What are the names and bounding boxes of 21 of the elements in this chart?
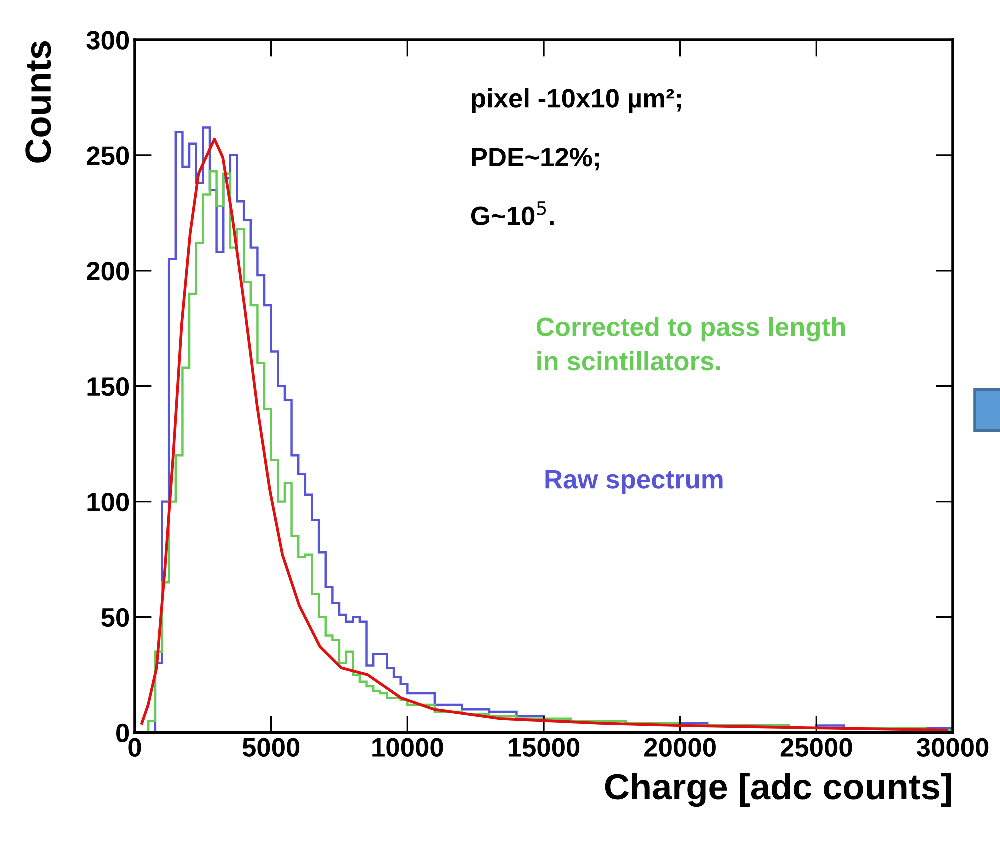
annotation: PDE~12%; bbox=[472, 148, 600, 171]
x-tick-label: 15000 bbox=[508, 738, 580, 757]
y-tick-label: 250 bbox=[87, 146, 130, 166]
x-tick-label: 20000 bbox=[644, 738, 716, 757]
text: Corrected to pass length in scintillators. bbox=[536, 317, 846, 371]
annotation: pixel -10x10 µm²; bbox=[472, 88, 682, 114]
x-tick-label: 30000 bbox=[916, 738, 989, 757]
x-tick-label: 5000 bbox=[242, 738, 300, 757]
x-tick-label: 25000 bbox=[780, 738, 852, 757]
y-tick-label: 200 bbox=[87, 262, 130, 281]
annotation: G~10$^{5}$. bbox=[471, 202, 554, 226]
y-axis-title: Counts bbox=[26, 41, 52, 163]
y-tick-label: 0 bbox=[116, 724, 130, 743]
y-tick-label: 150 bbox=[88, 377, 130, 396]
y-tick-label: 100 bbox=[88, 492, 130, 512]
y-tick-label: 50 bbox=[102, 608, 130, 628]
x-tick-label: 10000 bbox=[372, 738, 444, 757]
text: Raw spectrum bbox=[546, 470, 723, 494]
x-tick-label: 0 bbox=[128, 738, 142, 757]
y-tick-label: 300 bbox=[86, 31, 130, 50]
x-axis-title: Charge [adc counts] bbox=[605, 773, 951, 808]
